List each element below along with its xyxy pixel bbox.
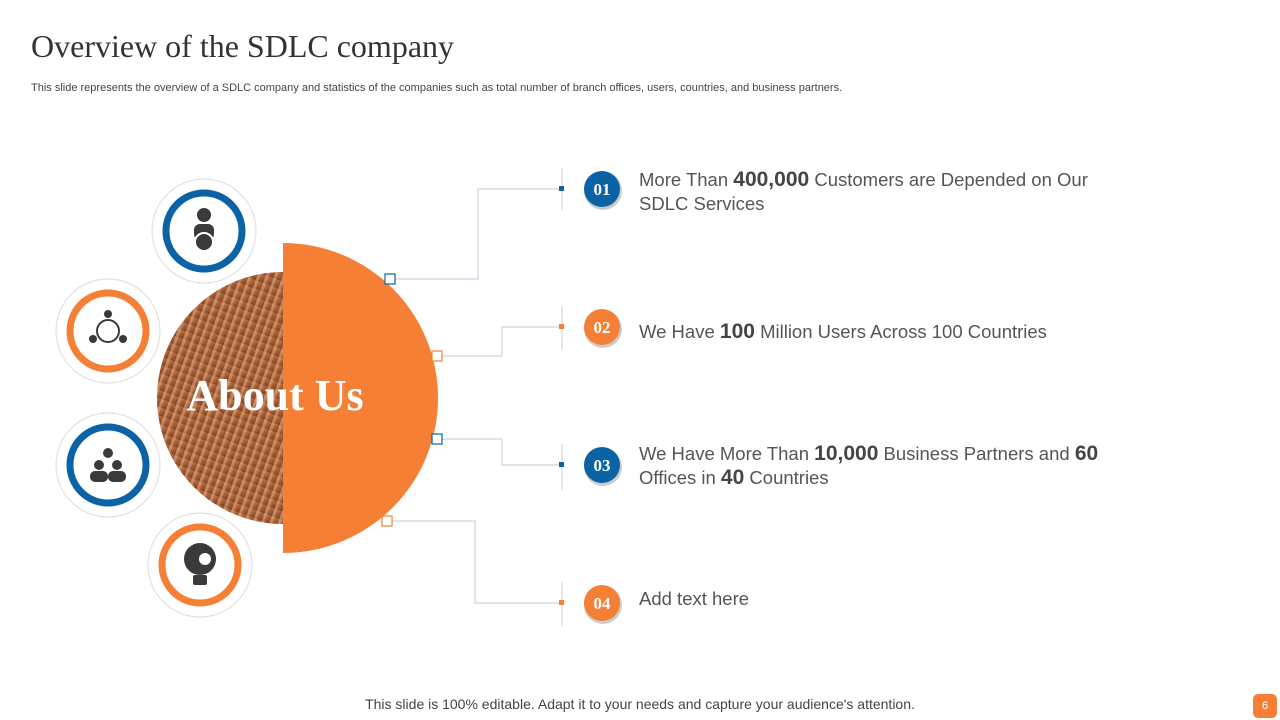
text-segment: We Have xyxy=(639,321,720,342)
node-square xyxy=(431,433,443,445)
text-segment: Offices in xyxy=(639,443,1104,488)
icon-part xyxy=(108,471,126,482)
icon-part xyxy=(104,310,112,318)
icon-part xyxy=(112,460,122,470)
badge xyxy=(584,309,620,345)
connector xyxy=(387,520,562,604)
icon-part xyxy=(96,319,120,343)
connector xyxy=(437,438,562,466)
about-label: About Us xyxy=(186,371,363,420)
node-square xyxy=(381,515,393,527)
node-dot xyxy=(559,186,564,191)
node-square xyxy=(384,273,396,285)
icon-part xyxy=(194,232,214,252)
subtitle: This slide represents the overview of a … xyxy=(31,82,843,94)
icon-part xyxy=(197,208,211,222)
text-segment: Million Users Across 100 Countries xyxy=(754,321,1047,342)
text-segment: More Than xyxy=(639,169,734,190)
icon xyxy=(90,448,126,482)
icon-part xyxy=(90,471,108,482)
node-dot xyxy=(559,600,564,605)
icon-ring xyxy=(66,289,150,373)
icon-part xyxy=(199,553,211,565)
text-segment: Customers are Depended on Our SDLC Servi… xyxy=(639,169,1094,214)
footer: This slide is 100% editable. Adapt it to… xyxy=(365,696,915,712)
orange-half xyxy=(283,243,438,553)
item-text: We Have More Than 10,000 Business Partne… xyxy=(639,442,1129,490)
text-segment: We Have More Than xyxy=(639,443,815,464)
icon-ring xyxy=(66,423,150,507)
node-dot xyxy=(559,324,564,329)
title: Overview of the SDLC company xyxy=(31,28,455,64)
highlight: 40 xyxy=(720,466,745,489)
highlight: 10,000 xyxy=(814,442,879,465)
icon-part xyxy=(89,335,97,343)
icon-part xyxy=(119,335,127,343)
text-segment: Countries xyxy=(744,467,829,488)
badge-number: 01 xyxy=(594,180,611,199)
item-text: More Than 400,000 Customers are Depended… xyxy=(639,168,1129,216)
badge xyxy=(584,171,620,207)
highlight: 100 xyxy=(719,320,755,343)
icon xyxy=(194,208,214,252)
icon-part xyxy=(193,575,207,585)
icon xyxy=(184,543,216,585)
highlight: 400,000 xyxy=(733,168,810,191)
connector xyxy=(437,326,562,357)
badge xyxy=(584,585,620,621)
connector xyxy=(390,188,562,280)
highlight: 60 xyxy=(1074,442,1099,465)
badge-number: 04 xyxy=(594,594,612,613)
node-dot xyxy=(559,462,564,467)
item-text: We Have 100 Million Users Across 100 Cou… xyxy=(639,320,1129,344)
icon-part xyxy=(94,460,104,470)
photo-half xyxy=(157,272,283,524)
badge xyxy=(584,447,620,483)
badge-number: 02 xyxy=(594,318,611,337)
icon xyxy=(89,310,127,343)
node-square xyxy=(431,350,443,362)
diagram: About Us 01 02 03 04 xyxy=(55,168,622,626)
icon-part xyxy=(103,448,113,458)
page-number: 6 xyxy=(1253,694,1277,718)
badge-number: 03 xyxy=(594,456,611,475)
text-segment: Add text here xyxy=(639,588,750,609)
item-text: Add text here xyxy=(639,587,1129,611)
text-segment: Business Partners and xyxy=(878,443,1075,464)
